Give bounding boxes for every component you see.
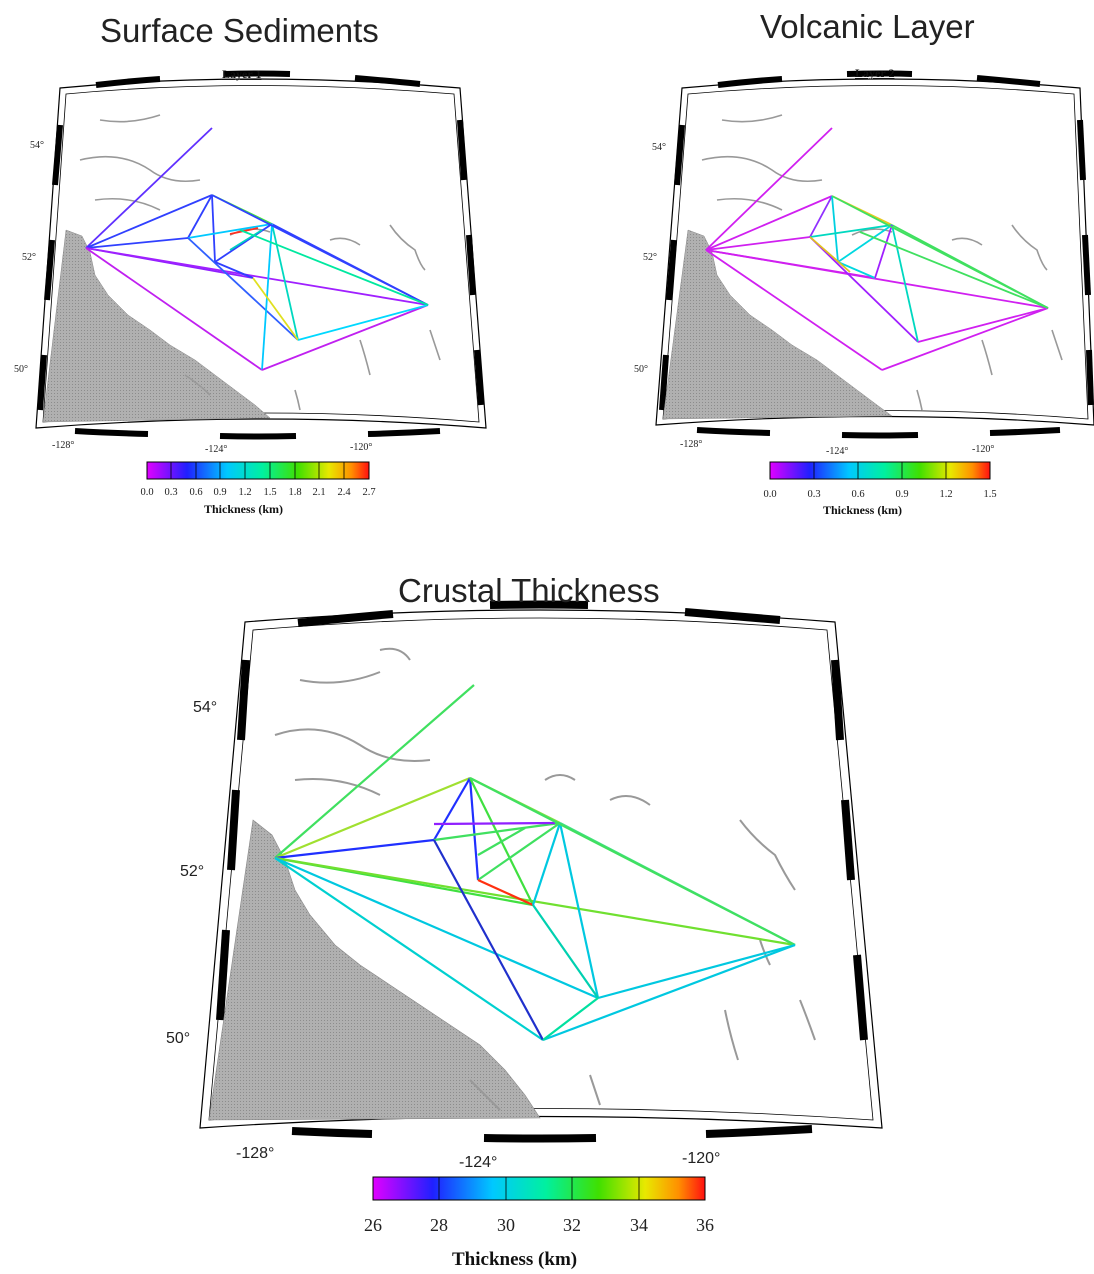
panel-title-sediments: Surface Sediments	[100, 12, 379, 49]
lon-label-124: -124°	[459, 1154, 497, 1171]
lat-label-54: 54°	[30, 140, 44, 151]
cb-tick: 28	[430, 1215, 448, 1235]
lat-label-52: 52°	[643, 252, 657, 263]
rivers	[274, 647, 816, 1111]
lat-label-50: 50°	[166, 1030, 190, 1047]
cb-tick: 0.0	[140, 487, 153, 498]
ray-paths-volcanic	[705, 127, 1049, 371]
lat-label-52: 52°	[22, 252, 36, 263]
frame-ticks	[659, 70, 1094, 439]
cb-tick: 1.5	[263, 487, 276, 498]
colorbar-title-sediments: Thickness (km)	[204, 502, 284, 516]
lat-label-54: 54°	[652, 142, 666, 153]
lat-label-50: 50°	[14, 364, 28, 375]
cb-tick: 1.5	[983, 489, 996, 500]
colorbar-volcanic-bar	[769, 461, 991, 480]
colorbar-title-crustal: Thickness (km)	[452, 1249, 578, 1270]
layer-label-volcanic: Layer 2	[855, 66, 895, 80]
cb-tick: 1.8	[288, 487, 301, 498]
cb-tick: 32	[563, 1215, 581, 1235]
cb-tick: 0.9	[213, 487, 226, 498]
colorbar-volcanic-ticks: 0.0 0.3 0.6 0.9 1.2 1.5	[763, 489, 996, 500]
cb-tick: 0.3	[807, 489, 820, 500]
lat-label-54: 54°	[193, 699, 217, 716]
ray-paths-sediments	[85, 127, 429, 371]
cb-tick: 0.6	[851, 489, 864, 500]
map-panel-sediments	[35, 70, 487, 440]
cb-tick: 0.6	[189, 487, 202, 498]
cb-tick: 36	[696, 1215, 714, 1235]
cb-tick: 1.2	[238, 487, 251, 498]
coastline-land	[42, 229, 271, 423]
rivers	[701, 114, 1063, 411]
colorbar-sediments-bar	[146, 461, 370, 480]
colorbar-crustal-ticks: 26 28 30 32 34 36	[364, 1215, 714, 1235]
panel-title-crustal: Crustal Thickness	[398, 572, 660, 609]
colorbar-sediments-ticks: 0.0 0.3 0.6 0.9 1.2 1.5 1.8 2.1 2.4 2.7	[140, 487, 375, 498]
colorbar-title-volcanic: Thickness (km)	[823, 503, 903, 517]
layer-label-sediments: Layer 1	[222, 67, 262, 81]
lon-label-120: -120°	[350, 442, 372, 453]
cb-tick: 34	[630, 1215, 648, 1235]
cb-tick: 2.7	[362, 487, 375, 498]
cb-tick: 1.2	[939, 489, 952, 500]
ray-paths-crustal	[274, 684, 796, 1042]
lon-label-124: -124°	[826, 446, 848, 457]
cb-tick: 2.4	[337, 487, 351, 498]
colorbar-crustal-bar	[372, 1176, 706, 1201]
lat-label-52: 52°	[180, 863, 204, 880]
cb-tick: 30	[497, 1215, 515, 1235]
lon-label-124: -124°	[205, 444, 227, 455]
lon-label-128: -128°	[680, 439, 702, 450]
frame-ticks	[37, 70, 484, 440]
map-panel-volcanic	[655, 70, 1094, 439]
lon-label-120: -120°	[972, 444, 994, 455]
frame-ticks	[216, 600, 868, 1143]
cb-tick: 0.3	[164, 487, 177, 498]
lon-label-120: -120°	[682, 1150, 720, 1167]
cb-tick: 0.9	[895, 489, 908, 500]
cb-tick: 2.1	[312, 487, 325, 498]
lat-label-50: 50°	[634, 364, 648, 375]
map-panel-crustal	[199, 600, 883, 1143]
lon-label-128: -128°	[52, 440, 74, 451]
coastline-land	[662, 229, 893, 420]
cb-tick: 26	[364, 1215, 382, 1235]
coastline-land	[208, 819, 541, 1121]
lon-label-128: -128°	[236, 1145, 274, 1162]
cb-tick: 0.0	[763, 489, 776, 500]
panel-title-volcanic: Volcanic Layer	[760, 8, 975, 45]
colorbars	[146, 461, 991, 1201]
